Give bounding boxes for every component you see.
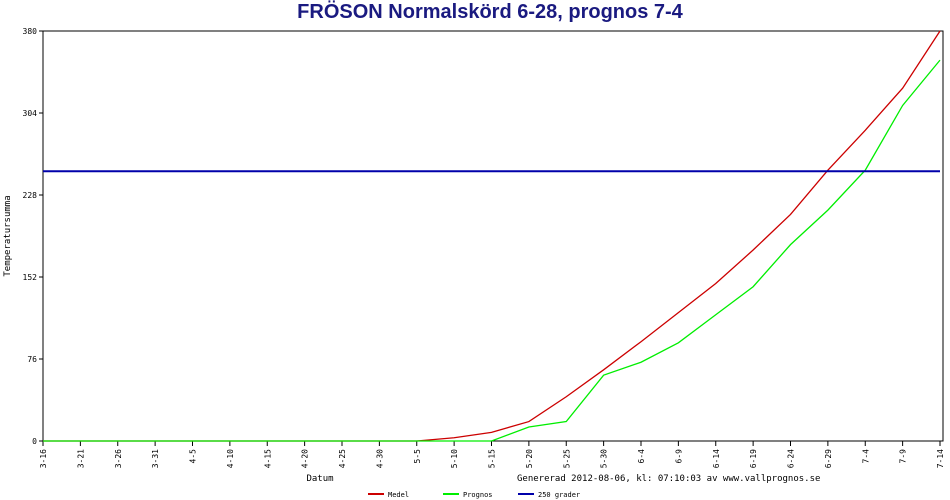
plot-frame (42, 30, 944, 442)
y-tick-label: 380 (23, 27, 38, 36)
y-tick-label: 228 (23, 191, 38, 200)
x-tick-label: 3-21 (76, 449, 85, 468)
y-tick-label: 152 (23, 273, 38, 282)
x-tick-label: 5-10 (450, 449, 459, 468)
x-tick-label: 5-15 (488, 449, 497, 468)
x-tick-label: 6-9 (674, 449, 683, 464)
x-tick-label: 6-14 (712, 449, 721, 468)
y-tick-label: 304 (23, 109, 38, 118)
x-axis-label: Datum (306, 474, 333, 484)
legend-label: Medel (388, 491, 409, 499)
x-tick-label: 5-5 (413, 449, 422, 464)
x-tick-label: 6-24 (787, 449, 796, 468)
x-tick-label: 5-20 (525, 449, 534, 468)
chart-title: FRÖSON Normalskörd 6-28, prognos 7-4 (297, 0, 684, 23)
x-tick-label: 7-14 (936, 449, 945, 468)
note: Genererad 2012-08-06, kl: 07:10:03 av ww… (517, 474, 820, 484)
series-line (43, 30, 941, 442)
x-tick-label: 6-19 (749, 449, 758, 468)
y-axis-label: Temperatursumma (3, 195, 13, 276)
y-tick-label: 76 (27, 355, 37, 364)
series-line (43, 59, 941, 442)
x-tick-label: 4-5 (189, 449, 198, 464)
x-tick-label: 4-25 (338, 449, 347, 468)
x-tick-label: 6-4 (637, 449, 646, 464)
x-tick-label: 3-16 (39, 449, 48, 468)
x-tick-label: 6-29 (824, 449, 833, 468)
x-tick-label: 4-20 (301, 449, 310, 468)
x-tick-label: 4-30 (375, 449, 384, 468)
x-tick-label: 4-15 (263, 449, 272, 468)
y-tick-label: 0 (32, 437, 37, 446)
x-tick-label: 7-9 (899, 449, 908, 464)
x-tick-label: 4-10 (226, 449, 235, 468)
x-tick-label: 7-4 (861, 449, 870, 464)
x-tick-label: 5-30 (600, 449, 609, 468)
legend-label: Prognos (463, 491, 493, 499)
x-tick-label: 3-26 (114, 449, 123, 468)
legend-label: 250 grader (538, 491, 580, 499)
x-tick-label: 5-25 (562, 449, 571, 468)
x-tick-label: 3-31 (151, 449, 160, 468)
